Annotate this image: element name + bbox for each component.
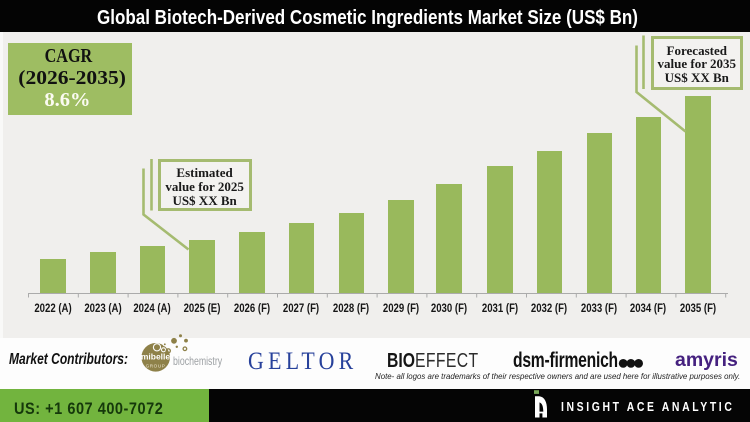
svg-text:GROUP: GROUP (146, 363, 166, 368)
svg-text:mibelle: mibelle (141, 351, 171, 361)
